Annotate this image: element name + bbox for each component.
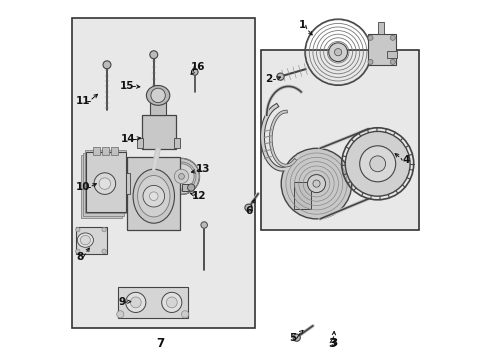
- Text: 8: 8: [76, 252, 83, 262]
- Text: 4: 4: [401, 155, 408, 165]
- Bar: [76, 227, 106, 254]
- Ellipse shape: [77, 233, 93, 247]
- Bar: [82, 153, 124, 216]
- Bar: [93, 147, 100, 155]
- Text: 2: 2: [265, 74, 272, 84]
- Circle shape: [163, 158, 199, 194]
- Text: 3: 3: [328, 337, 336, 350]
- Circle shape: [201, 222, 207, 228]
- Bar: [142, 115, 176, 149]
- Bar: [81, 155, 122, 218]
- Bar: [102, 147, 108, 155]
- Circle shape: [367, 35, 372, 40]
- Text: 9: 9: [118, 297, 125, 307]
- Circle shape: [102, 228, 106, 232]
- Bar: [86, 152, 125, 212]
- Circle shape: [281, 148, 351, 219]
- Circle shape: [345, 131, 409, 196]
- Bar: [367, 34, 396, 65]
- Circle shape: [276, 73, 284, 80]
- Circle shape: [181, 311, 188, 318]
- Circle shape: [168, 164, 194, 189]
- Bar: [111, 147, 118, 155]
- Circle shape: [178, 174, 184, 179]
- Text: 12: 12: [192, 191, 206, 201]
- Bar: [72, 18, 255, 328]
- Bar: [377, 22, 384, 34]
- Text: 15: 15: [120, 81, 135, 91]
- Text: 1: 1: [298, 20, 305, 30]
- Text: 7: 7: [156, 337, 163, 350]
- Circle shape: [244, 204, 251, 211]
- Circle shape: [166, 297, 177, 308]
- Text: 10: 10: [76, 182, 90, 192]
- Text: 11: 11: [76, 96, 90, 106]
- Circle shape: [149, 192, 158, 201]
- Circle shape: [99, 178, 110, 189]
- Ellipse shape: [137, 176, 170, 217]
- Circle shape: [130, 297, 141, 308]
- Circle shape: [117, 311, 123, 318]
- Ellipse shape: [146, 86, 169, 105]
- Circle shape: [103, 61, 111, 69]
- Ellipse shape: [80, 235, 90, 245]
- Bar: [118, 287, 187, 318]
- Circle shape: [359, 146, 395, 182]
- Circle shape: [369, 156, 385, 172]
- Text: 3: 3: [329, 338, 337, 348]
- Circle shape: [149, 51, 158, 59]
- Bar: [127, 157, 179, 230]
- Text: 16: 16: [190, 62, 204, 72]
- Circle shape: [187, 184, 194, 191]
- Circle shape: [367, 59, 372, 64]
- Circle shape: [334, 49, 341, 56]
- Bar: [386, 51, 397, 58]
- Circle shape: [307, 175, 325, 193]
- Circle shape: [389, 35, 394, 40]
- Circle shape: [94, 173, 115, 194]
- Ellipse shape: [133, 169, 174, 223]
- Circle shape: [292, 334, 300, 341]
- Circle shape: [151, 88, 165, 103]
- Bar: [181, 184, 189, 191]
- Circle shape: [312, 180, 320, 187]
- Circle shape: [174, 169, 188, 184]
- Circle shape: [389, 59, 394, 64]
- Bar: [136, 138, 142, 148]
- Circle shape: [76, 249, 80, 253]
- Circle shape: [101, 162, 107, 169]
- Text: 14: 14: [121, 134, 136, 144]
- Bar: [260, 50, 418, 230]
- Circle shape: [76, 228, 80, 232]
- Bar: [85, 150, 126, 213]
- Circle shape: [191, 69, 198, 75]
- Circle shape: [125, 292, 145, 312]
- Circle shape: [102, 249, 106, 253]
- Bar: [294, 182, 311, 209]
- Text: 13: 13: [196, 164, 210, 174]
- Bar: [173, 138, 180, 148]
- Bar: [150, 101, 166, 115]
- Circle shape: [142, 185, 164, 207]
- Text: 5: 5: [289, 333, 296, 343]
- Circle shape: [162, 292, 182, 312]
- Circle shape: [328, 43, 347, 62]
- Bar: [125, 173, 130, 194]
- Text: 6: 6: [244, 206, 252, 216]
